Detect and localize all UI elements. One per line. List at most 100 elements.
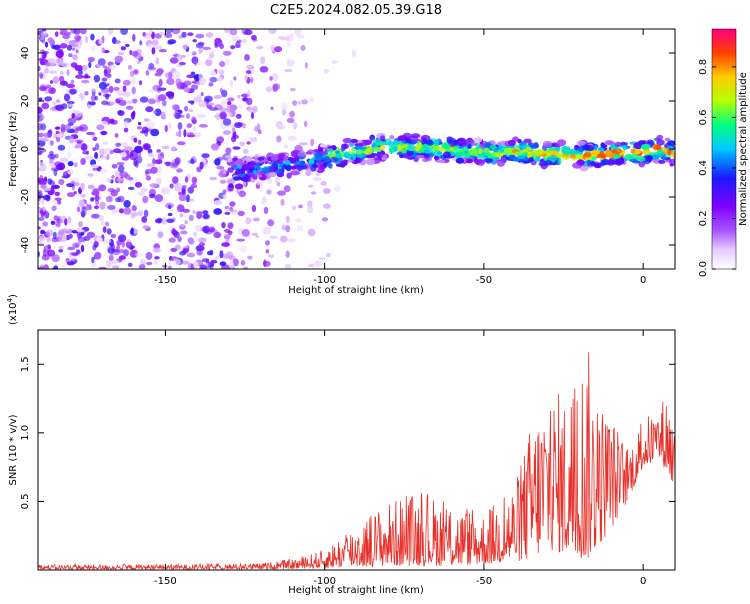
heatmap-cell [365,158,375,166]
heatmap-cell [284,69,293,73]
heatmap-cell [127,186,135,190]
heatmap-cell [38,193,42,199]
heatmap-cell [193,132,202,138]
heatmap-cell [534,149,544,154]
heatmap-cell [265,86,273,93]
y-tick-label: -20 [20,189,31,205]
heatmap-cell [209,107,218,111]
heatmap-cell [208,82,214,87]
heatmap-cell [205,32,214,38]
heatmap-cell [94,205,99,210]
heatmap-cell [229,29,238,36]
heatmap-cell [175,266,183,269]
heatmap-cell [404,138,412,143]
heatmap-cell [98,92,102,96]
heatmap-cell [174,244,181,251]
heatmap-cell [242,149,249,154]
heatmap-cell [38,226,41,230]
snr-series-line [38,352,675,570]
heatmap-cell [292,157,300,162]
x-tick-label: -100 [313,275,336,286]
heatmap-cell [178,194,187,202]
heatmap-cell [101,220,105,226]
heatmap-cell [88,61,92,69]
heatmap-cell [145,251,153,260]
heatmap-cell [72,47,76,51]
heatmap-cell [392,146,399,152]
heatmap-cell [175,131,180,137]
heatmap-cell [180,230,188,235]
heatmap-cell [53,168,58,177]
heatmap-cell [77,239,82,245]
heatmap-cell [280,37,287,41]
heatmap-cell [294,29,302,36]
heatmap-cell [664,137,671,142]
heatmap-cell [54,161,62,168]
heatmap-cell [56,133,65,138]
heatmap-cell [485,151,491,156]
heatmap-cell [177,122,183,130]
heatmap-cell [146,122,156,130]
heatmap-cell [561,145,569,152]
heatmap-cell [477,155,487,160]
heatmap-cell [192,126,197,132]
heatmap-cell [248,136,254,143]
heatmap-cell [54,126,61,130]
heatmap-cell [238,104,243,108]
heatmap-cell [372,146,382,152]
heatmap-cell [221,242,231,247]
heatmap-cell [40,123,47,131]
heatmap-cell [161,264,168,268]
heatmap-cell [276,153,286,159]
heatmap-cell [73,191,77,195]
heatmap-cell [297,101,301,105]
heatmap-cell [40,115,45,120]
heatmap-cell [224,205,230,210]
heatmap-cell [43,187,52,192]
heatmap-cell [202,210,209,215]
heatmap-cell [137,60,142,64]
heatmap-cell [193,236,199,244]
heatmap-cell [152,39,159,46]
heatmap-cell [433,155,439,160]
heatmap-cell [198,237,207,243]
heatmap-cell [109,98,116,106]
heatmap-cell [118,99,127,106]
heatmap-cell [195,210,204,216]
heatmap-cell [591,156,597,161]
heatmap-cell [134,181,143,188]
heatmap-cell [397,135,408,141]
heatmap-cell [154,256,160,260]
heatmap-cell [379,135,386,142]
heatmap-cell [244,155,253,162]
heatmap-cell [214,158,221,166]
heatmap-cell [52,76,59,84]
heatmap-cell [289,110,295,118]
heatmap-cell [86,231,95,239]
heatmap-cell [198,48,203,54]
heatmap-cell [269,219,272,224]
heatmap-cell [161,100,167,107]
heatmap-cell [286,36,291,42]
heatmap-cell [67,117,77,124]
y-tick-label: 40 [20,47,31,60]
heatmap-cell [548,154,558,162]
heatmap-cell [230,45,236,50]
heatmap-cell [64,39,70,44]
heatmap-cell [71,252,79,257]
heatmap-cell [280,102,288,111]
heatmap-cell [108,254,114,262]
heatmap-cell [271,73,279,81]
heatmap-cell [234,122,243,129]
heatmap-cell [317,148,324,153]
heatmap-cell [55,99,61,103]
heatmap-cell [108,85,114,93]
heatmap-cell [131,50,139,57]
heatmap-cell [118,208,125,214]
heatmap-cell [38,161,45,167]
heatmap-cell [222,50,232,56]
snr-y-multiplier: (x104) [6,294,19,325]
heatmap-cell [121,141,128,149]
heatmap-cell [334,185,341,192]
